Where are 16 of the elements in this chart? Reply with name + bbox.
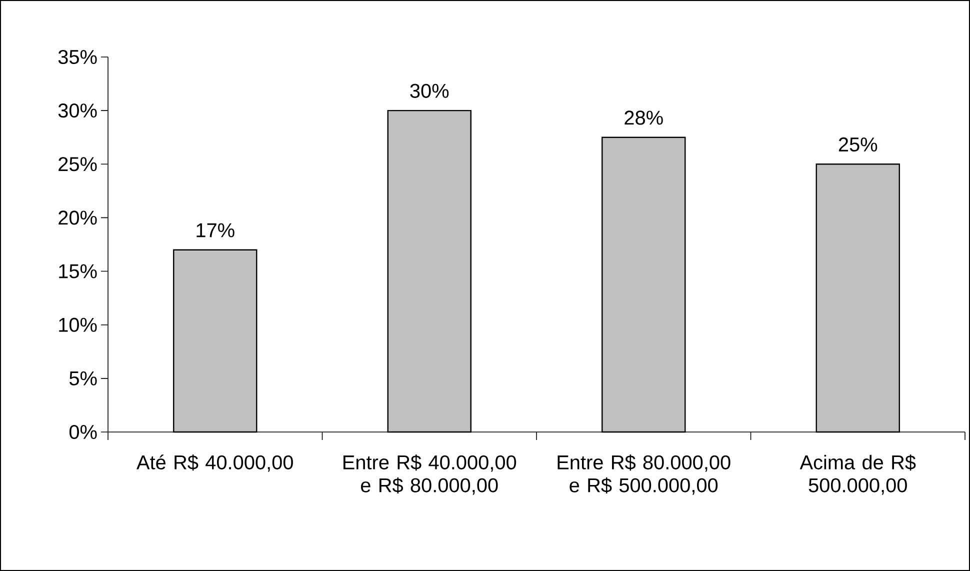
y-tick-label: 25%: [58, 157, 97, 172]
y-tick-label: 30%: [58, 104, 97, 118]
y-tick-label: 35%: [58, 50, 97, 64]
y-tick-label: 0%: [69, 424, 97, 440]
y-tick-label: 20%: [58, 210, 97, 225]
y-tick-label: 5%: [69, 371, 97, 386]
x-tick-label: Acima de R$ 500.000,00: [800, 454, 916, 495]
data-label: 25%: [838, 137, 878, 152]
x-tick-label: Entre R$ 80.000,00 e R$ 500.000,00: [558, 454, 730, 495]
y-tick-label: 10%: [59, 318, 97, 332]
data-label: 17%: [196, 223, 234, 238]
x-tick-label: Entre R$ 40.000,00 e R$ 80.000,00: [344, 454, 516, 495]
x-tick-label: Até R$ 40.000,00: [136, 454, 293, 472]
y-tick-label: 15%: [59, 264, 97, 278]
data-label: 28%: [624, 110, 663, 125]
data-label: 30%: [410, 84, 449, 98]
